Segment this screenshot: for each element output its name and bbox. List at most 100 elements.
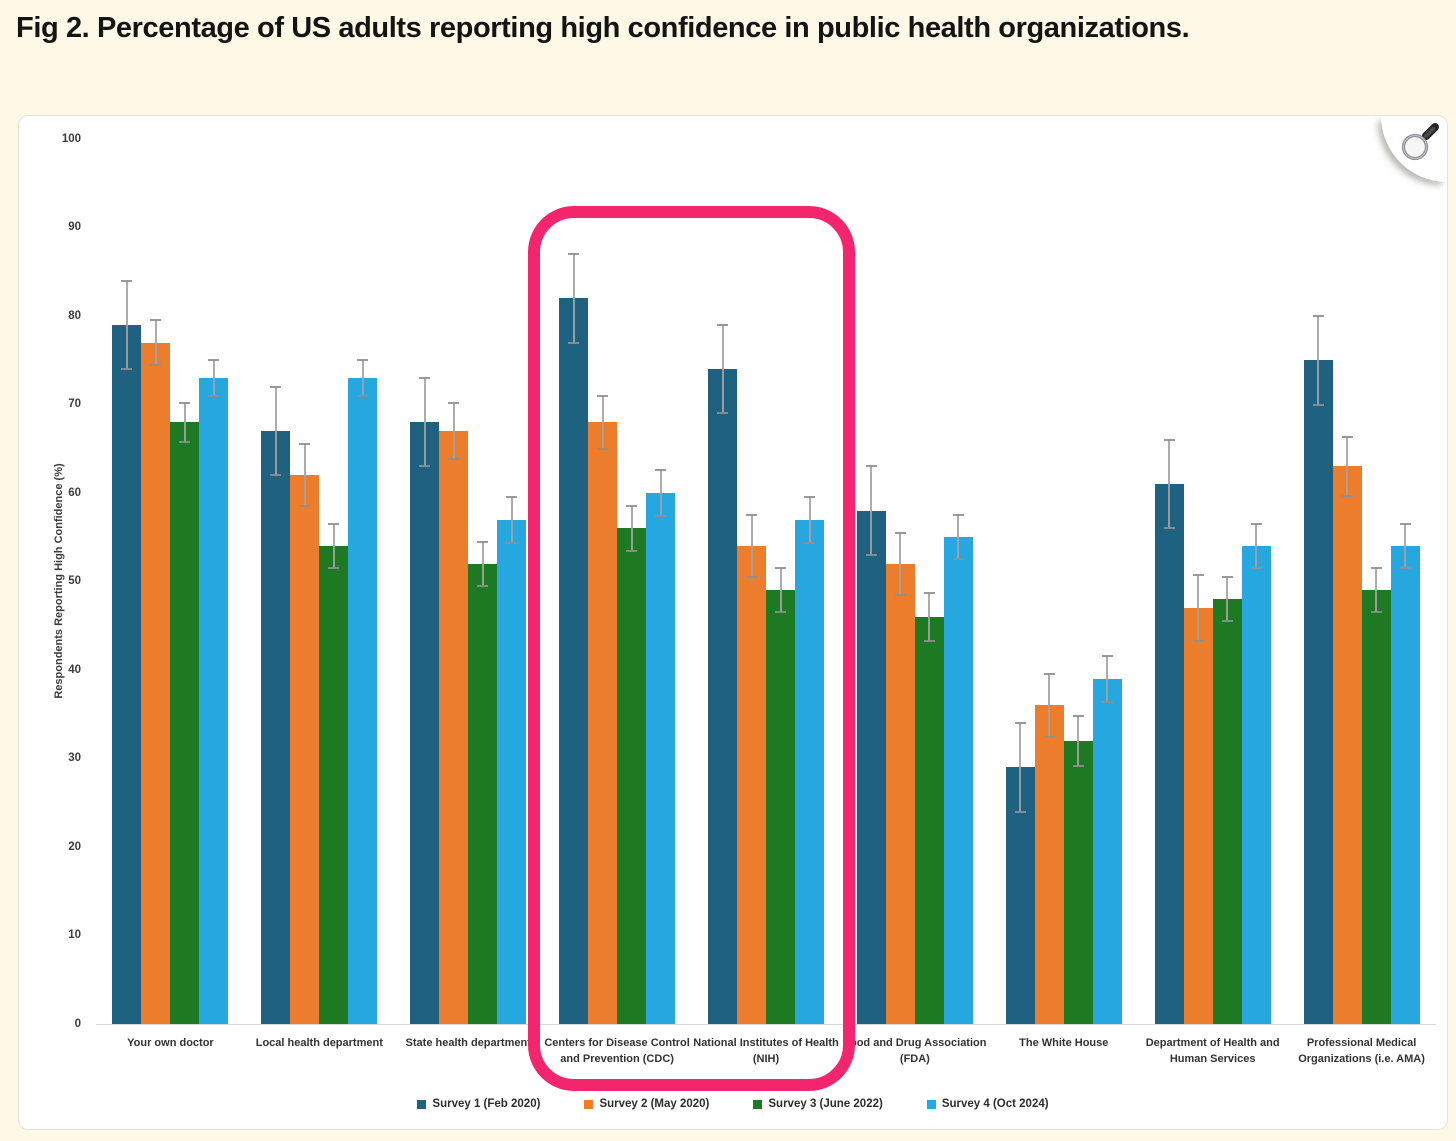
error-bar <box>510 496 513 543</box>
bar <box>914 616 944 1024</box>
error-bar <box>630 506 633 551</box>
error-bar-cap <box>419 376 431 379</box>
error-bar-cap <box>1014 722 1026 725</box>
legend-swatch <box>584 1099 594 1109</box>
error-bar <box>957 515 960 560</box>
x-axis-category-label: State health department <box>405 1037 531 1049</box>
error-bar-cap <box>865 553 877 556</box>
error-bar-cap <box>1370 567 1382 570</box>
error-bar-cap <box>1072 715 1084 718</box>
error-bar-cap <box>179 401 191 404</box>
error-bar-cap <box>1192 574 1204 577</box>
error-bar-cap <box>597 394 609 397</box>
error-bar-cap <box>923 639 935 642</box>
bar <box>170 422 200 1024</box>
error-bar-cap <box>1043 736 1055 739</box>
error-bar-cap <box>1221 620 1233 623</box>
bar <box>1092 678 1122 1024</box>
error-bar-cap <box>299 443 311 446</box>
error-bar-cap <box>270 474 282 477</box>
bar <box>410 422 440 1024</box>
chart-panel: Respondents Reporting High Confidence (%… <box>18 115 1448 1130</box>
error-bar-cap <box>1312 403 1324 406</box>
error-bar-cap <box>865 465 877 468</box>
error-bar-cap <box>1163 438 1175 441</box>
error-bar-cap <box>952 514 964 517</box>
error-bar-cap <box>328 567 340 570</box>
error-bar-cap <box>506 541 518 544</box>
x-axis-line <box>96 1024 1436 1025</box>
error-bar <box>361 360 364 396</box>
legend-item: Survey 4 (Oct 2024) <box>926 1098 1049 1110</box>
legend-label: Survey 3 (June 2022) <box>768 1098 883 1110</box>
legend-item: Survey 2 (May 2020) <box>584 1098 709 1110</box>
error-bar-cap <box>150 363 162 366</box>
error-bar-cap <box>208 359 220 362</box>
error-bar <box>779 568 782 613</box>
y-tick-label: 100 <box>61 132 81 145</box>
error-bar-cap <box>477 584 489 587</box>
error-bar <box>1404 523 1407 569</box>
legend-label: Survey 4 (Oct 2024) <box>941 1098 1049 1110</box>
error-bar <box>481 541 484 586</box>
y-tick-label: 30 <box>68 752 81 764</box>
error-bar-cap <box>626 505 638 508</box>
legend-label: Survey 1 (Feb 2020) <box>432 1098 541 1110</box>
error-bar <box>750 515 753 578</box>
error-bar-cap <box>1072 764 1084 767</box>
error-bar <box>154 320 157 365</box>
bar <box>468 563 498 1024</box>
error-bar-cap <box>804 541 815 544</box>
x-axis-category-label: Centers for Disease Control and Preventi… <box>544 1037 690 1065</box>
error-bar-cap <box>746 576 757 579</box>
error-bar <box>899 532 902 595</box>
error-bar-cap <box>477 540 489 543</box>
error-bar <box>928 593 931 641</box>
error-bar <box>1346 437 1349 496</box>
error-bar <box>125 280 128 370</box>
error-bar-cap <box>328 522 340 525</box>
error-bar <box>1317 316 1320 405</box>
legend-item: Survey 1 (Feb 2020) <box>417 1098 540 1110</box>
error-bar <box>1375 568 1378 613</box>
error-bar <box>423 377 426 467</box>
bar <box>1303 360 1333 1024</box>
bar <box>497 519 527 1024</box>
error-bar-cap <box>121 368 133 371</box>
y-tick-label: 60 <box>68 486 81 499</box>
error-bar-cap <box>1043 672 1055 675</box>
error-bar <box>1048 673 1051 738</box>
error-bar <box>721 324 724 414</box>
error-bar-cap <box>1370 611 1382 614</box>
bar <box>588 422 618 1024</box>
bar <box>737 546 766 1024</box>
error-bar-cap <box>717 412 728 415</box>
y-tick-label: 20 <box>68 840 81 853</box>
error-bar-cap <box>568 253 580 256</box>
error-bar <box>332 523 335 569</box>
error-bar <box>452 402 455 460</box>
bar <box>885 563 915 1024</box>
bar <box>646 493 676 1024</box>
error-bar <box>212 360 215 396</box>
x-axis-category-label: Department of Health and Human Services <box>1145 1037 1280 1065</box>
bar <box>261 431 291 1024</box>
error-bar <box>274 386 277 476</box>
error-bar-cap <box>894 593 906 596</box>
error-bar-cap <box>1250 567 1262 570</box>
bar <box>439 431 469 1024</box>
legend-label: Survey 2 (May 2020) <box>599 1098 710 1110</box>
bar <box>1212 599 1242 1024</box>
legend-swatch <box>926 1099 936 1109</box>
zoom-button[interactable] <box>1381 116 1447 182</box>
error-bar-cap <box>568 341 580 344</box>
x-axis-category-label: Your own doctor <box>127 1037 214 1049</box>
error-bar-cap <box>1101 654 1113 657</box>
bar <box>348 377 378 1024</box>
error-bar <box>1019 723 1022 812</box>
error-bar-cap <box>1163 527 1175 530</box>
bar <box>112 324 142 1024</box>
bar <box>1332 466 1362 1024</box>
error-bar-cap <box>270 385 282 388</box>
bar <box>319 546 349 1024</box>
